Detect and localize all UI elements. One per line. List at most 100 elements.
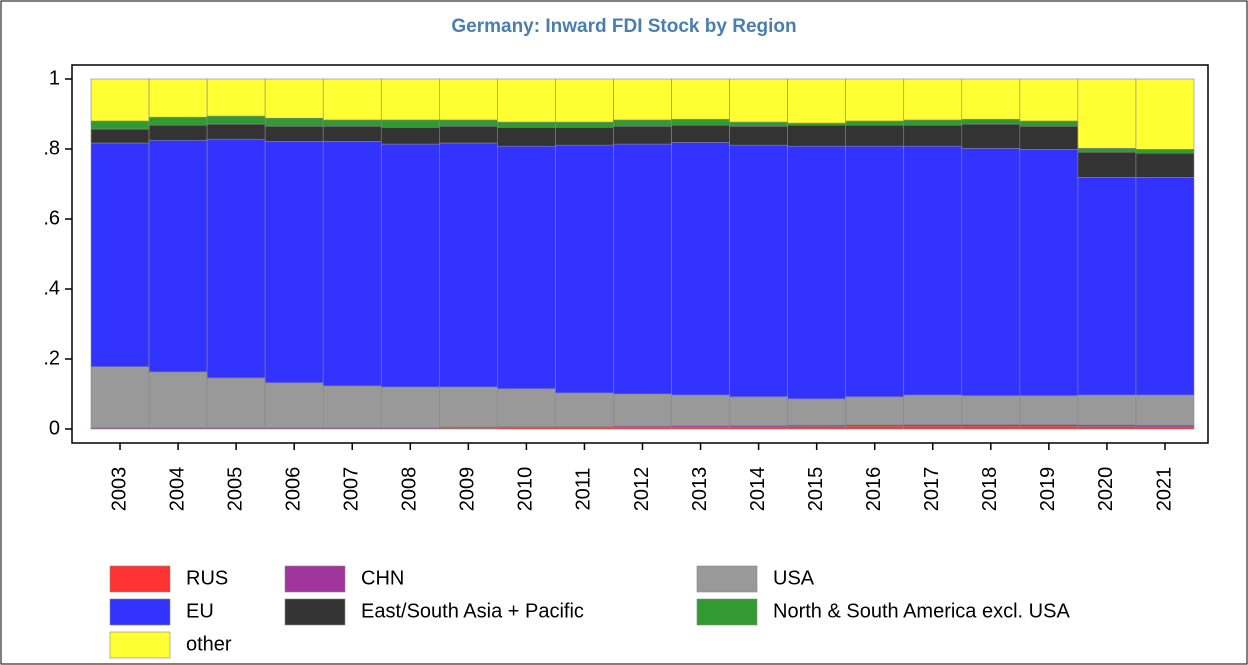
bar-segment: [1019, 78, 1079, 122]
bar-segment: [1019, 125, 1079, 150]
bar-segment: [439, 119, 498, 127]
bar-segment: [787, 398, 846, 426]
bar-segment: [1135, 394, 1195, 426]
bar-segment: [671, 118, 730, 126]
bar-segment: [845, 396, 905, 426]
bar-segment: [497, 388, 556, 427]
bar-segment: [613, 125, 672, 145]
bar-segment: [264, 117, 324, 127]
bar-segment: [961, 118, 1021, 125]
y-tick-label: .8: [43, 137, 60, 159]
bar-segment: [380, 143, 440, 388]
x-tick-label: 2009: [457, 467, 479, 512]
bar-segment: [845, 145, 905, 398]
bar-segment: [497, 78, 556, 123]
bar-segment: [845, 425, 905, 430]
bar-segment: [1077, 394, 1137, 426]
bar-segment: [148, 124, 208, 141]
bar-segment: [961, 148, 1021, 397]
x-tick-label: 2018: [979, 467, 1001, 512]
bar-segment: [380, 386, 440, 428]
legend-label: USA: [773, 567, 815, 589]
bar-segment: [497, 127, 556, 147]
bar-segment: [1077, 177, 1137, 396]
bar-segment: [555, 121, 614, 128]
bar-segment: [555, 127, 614, 146]
bar-segment: [90, 120, 150, 130]
bar-segment: [439, 386, 498, 428]
bar-segment: [1135, 426, 1195, 430]
bar-segment: [1019, 425, 1079, 430]
bar-segment: [1135, 149, 1195, 154]
bar-segment: [90, 128, 150, 144]
x-tick-label: 2017: [921, 467, 943, 512]
x-tick-label: 2003: [108, 467, 130, 512]
y-tick-label: 1: [49, 67, 60, 89]
bar-segment: [206, 123, 266, 140]
bar-segment: [264, 382, 324, 428]
legend-swatch: [696, 565, 758, 593]
bar-segment: [322, 141, 382, 387]
x-tick-label: 2012: [631, 467, 653, 512]
x-tick-label: 2011: [573, 467, 595, 510]
bar-segment: [729, 125, 788, 146]
x-tick-label: 2010: [515, 467, 537, 512]
bar-segment: [90, 366, 150, 428]
bar-segment: [206, 138, 266, 379]
bar-segment: [439, 78, 498, 121]
bar-segment: [380, 78, 440, 121]
bar-segment: [148, 371, 208, 428]
bar-segment: [903, 425, 963, 430]
bar-segment: [497, 145, 556, 390]
bar-segment: [497, 121, 556, 128]
bar-segment: [787, 145, 846, 400]
x-tick-label: 2005: [224, 467, 246, 512]
bar-segment: [439, 125, 498, 144]
chart-title: Germany: Inward FDI Stock by Region: [451, 16, 796, 37]
legend-swatch: [284, 565, 346, 593]
bar-segment: [1077, 151, 1137, 178]
x-tick-label: 2020: [1095, 467, 1117, 512]
x-tick-label: 2014: [747, 467, 769, 512]
bar-segment: [845, 78, 905, 122]
legend-swatch: [284, 598, 346, 626]
legend-label: North & South America excl. USA: [773, 600, 1070, 622]
legend-label: RUS: [186, 567, 228, 589]
bar-segment: [322, 385, 382, 428]
bar-segment: [1019, 149, 1079, 397]
legend-label: CHN: [361, 567, 404, 589]
bar-segment: [787, 78, 846, 124]
bar-segment: [148, 78, 208, 118]
legend-swatch: [109, 631, 171, 659]
bar-segment: [1019, 120, 1079, 127]
bar-segment: [1077, 148, 1137, 153]
bar-segment: [555, 78, 614, 123]
bar-segment: [264, 141, 324, 384]
y-tick-label: 0: [49, 417, 60, 439]
legend-swatch: [696, 598, 758, 626]
bar-segment: [555, 144, 614, 394]
bar-segment: [264, 125, 324, 142]
bar-segment: [961, 123, 1021, 149]
bar-segment: [671, 394, 730, 427]
bar-segment: [322, 119, 382, 127]
bar-segment: [322, 78, 382, 121]
legend-label: EU: [186, 600, 214, 622]
y-tick-label: .6: [43, 207, 60, 229]
bar-segment: [671, 142, 730, 396]
bar-segment: [1019, 395, 1079, 425]
legend-label: East/South Asia + Pacific: [361, 600, 584, 622]
bar-segment: [961, 425, 1021, 430]
x-tick-label: 2008: [399, 467, 421, 512]
x-tick-label: 2006: [282, 467, 304, 512]
bar-segment: [903, 145, 963, 396]
bar-segment: [671, 124, 730, 143]
bar-segment: [729, 78, 788, 123]
bar-segment: [148, 116, 208, 126]
bar-segment: [206, 377, 266, 428]
bar-segment: [613, 78, 672, 121]
bar-segment: [90, 142, 150, 367]
bar-segment: [613, 393, 672, 427]
y-tick-label: .4: [43, 277, 60, 299]
x-tick-label: 2004: [166, 467, 188, 512]
